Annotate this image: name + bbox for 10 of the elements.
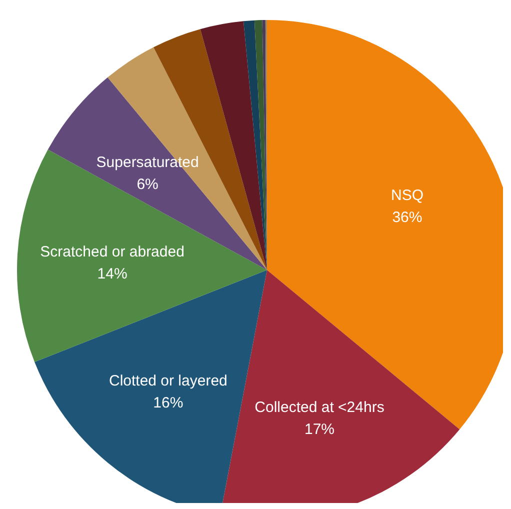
- data-label: 36%: [392, 209, 422, 226]
- data-label: 16%: [153, 394, 184, 412]
- slice-label: Supersaturated: [96, 154, 199, 172]
- slice-label: Scratched or abraded: [40, 243, 184, 260]
- slice-label: NSQ: [390, 187, 424, 204]
- data-label: 14%: [97, 265, 128, 282]
- slice-label: Collected at <24hrs: [254, 398, 384, 416]
- slice-label: Clotted or layered: [108, 372, 228, 390]
- data-label: 17%: [304, 420, 335, 438]
- data-label: 6%: [136, 176, 158, 194]
